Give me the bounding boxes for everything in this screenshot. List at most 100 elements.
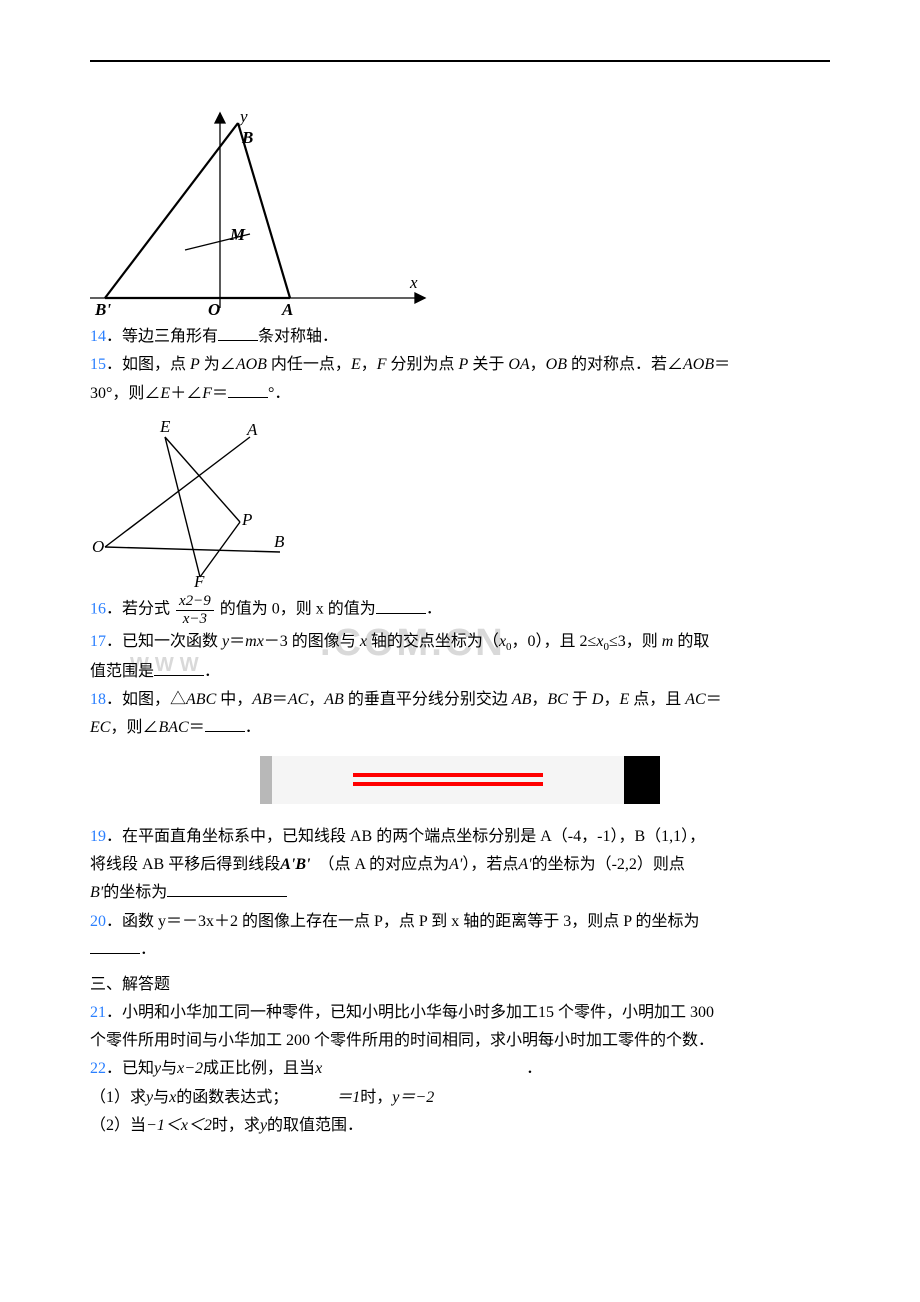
fig1-label-x: x	[409, 273, 418, 292]
fig1-label-B: B	[241, 128, 253, 147]
q15-l2a: 30°，则∠	[90, 385, 160, 402]
q18-AB2: AB	[324, 691, 344, 708]
q22-s1c: 的函数表达式；	[176, 1089, 288, 1106]
q15-l1f: 关于	[468, 356, 508, 373]
q18-BAC: BAC	[158, 719, 188, 736]
q17-l1c: －3 的图像与	[264, 633, 360, 650]
fig1-label-y: y	[238, 108, 248, 126]
q19-Ap2: A'	[518, 856, 531, 873]
q15-l1d: ，	[361, 356, 377, 373]
fig1-label-Bp: B'	[94, 300, 111, 318]
q22-s2b: −1＜x＜2	[146, 1117, 212, 1134]
q14-text-b: 条对称轴．	[258, 328, 338, 345]
q22-l1b: 与	[161, 1060, 177, 1077]
q15-AOB2: AOB	[683, 356, 714, 373]
q19-Bp: B'	[90, 884, 103, 901]
fig2-E: E	[159, 417, 171, 436]
figure-q18-redbar	[90, 756, 830, 804]
question-18-line1: 18．如图，△ABC 中，AB＝AC，AB 的垂直平分线分别交边 AB，BC 于…	[90, 687, 830, 713]
q19-Ap: A'	[449, 856, 462, 873]
q15-P: P	[190, 356, 200, 373]
question-21-line1: 21．小明和小华加工同一种零件，已知小明比小华每小时多加工15 个零件，小明加工…	[90, 1000, 830, 1026]
q18-l1b: 中，	[216, 691, 252, 708]
question-18-line2: EC，则∠BAC＝．	[90, 715, 830, 741]
q18-l1h: ，	[603, 691, 619, 708]
q17-l1f: ≤3，则	[609, 633, 662, 650]
question-22-line1: 22．已知y与x−2成正比例，且当x ．	[90, 1056, 830, 1082]
q17-l2e: ．	[204, 663, 220, 680]
q20-l2e: ．	[140, 941, 156, 958]
qnum-20: 20	[90, 913, 106, 930]
question-16: 16．若分式 x2−9 x−3 的值为 0，则 x 的值为．	[90, 593, 830, 627]
q22-x: x	[315, 1060, 322, 1077]
q22-s2c: 时，求	[212, 1117, 260, 1134]
q21-l1: ．小明和小华加工同一种零件，已知小明比小华每小时多加工15 个零件，小明加工 3…	[106, 1004, 714, 1021]
q15-l2c: ＝	[212, 385, 228, 402]
q17-l1b: ＝	[229, 633, 245, 650]
q19-ABp: A'B'	[280, 856, 310, 873]
section-header-3: 三、解答题	[90, 970, 830, 994]
q16-blank	[376, 598, 426, 614]
q18-l1g: 于	[568, 691, 592, 708]
q17-mx: mx	[245, 633, 264, 650]
fig2-F: F	[193, 572, 205, 587]
q15-l1g: ，	[530, 356, 546, 373]
figure-q15-angle: E A P O B F	[90, 417, 290, 587]
fig2-O: O	[92, 537, 104, 556]
q16-b: 的值为 0，则 x 的值为	[220, 601, 376, 618]
q15-l1c: 内任一点，	[267, 356, 351, 373]
question-22-sub2: （2）当−1＜x＜2时，求y的取值范围．	[90, 1113, 830, 1139]
q18-D: D	[592, 691, 604, 708]
q22-s2a: （2）当	[90, 1117, 146, 1134]
qnum-21: 21	[90, 1004, 106, 1021]
q22-fa: ＝1	[336, 1089, 360, 1106]
question-15-line2: 30°，则∠E＋∠F＝°．	[90, 381, 830, 407]
q15-l2d: °．	[268, 385, 290, 402]
q17-l1d: 轴的交点坐标为（	[367, 633, 499, 650]
qnum-14: 14	[90, 328, 106, 345]
q22-s1a: （1）求	[90, 1089, 146, 1106]
q17-l2: 值范围是	[90, 663, 154, 680]
q15-OB: OB	[546, 356, 567, 373]
q18-l1j: ＝	[706, 691, 722, 708]
q16-fraction: x2−9 x−3	[176, 593, 214, 627]
q22-s2d: 的取值范围．	[267, 1117, 363, 1134]
q18-l1f: ，	[531, 691, 547, 708]
q15-E2: E	[160, 385, 170, 402]
fig2-A: A	[246, 420, 258, 439]
qnum-19: 19	[90, 828, 106, 845]
q18-EC: EC	[90, 719, 110, 736]
q20-l1: ．函数 y＝－3x＋2 的图像上存在一点 P，点 P 到 x 轴的距离等于 3，…	[106, 913, 700, 930]
q15-l1h: 的对称点．若∠	[567, 356, 683, 373]
fig1-label-O: O	[208, 300, 220, 318]
question-15-line1: 15．如图，点 P 为∠AOB 内任一点，E，F 分别为点 P 关于 OA，OB…	[90, 352, 830, 378]
question-21-line2: 个零件所用时间与小华加工 200 个零件所用的时间相同，求小明每小时加工零件的个…	[90, 1028, 830, 1054]
q18-l2a: ，则∠	[110, 719, 158, 736]
q15-E: E	[351, 356, 361, 373]
q15-l1e: 分别为点	[387, 356, 459, 373]
fig2-P: P	[241, 510, 252, 529]
question-14: 14．等边三角形有 条对称轴．	[90, 324, 830, 350]
q19-l2b: （点 A 的对应点为	[318, 856, 449, 873]
fig1-label-M: M	[229, 225, 246, 244]
redbar-line-2	[353, 782, 543, 786]
q18-BC: BC	[547, 691, 567, 708]
qnum-22: 22	[90, 1060, 106, 1077]
q19-blank	[167, 881, 287, 897]
q18-l1a: ．如图，△	[106, 691, 186, 708]
q17-m: m	[662, 633, 674, 650]
q22-s1b: 与	[153, 1089, 169, 1106]
q18-AB: AB	[252, 691, 272, 708]
q15-l1b: 为∠	[200, 356, 236, 373]
redbar-body	[260, 756, 660, 804]
q14-text-a: ．等边三角形有	[106, 328, 218, 345]
q18-l2e: ．	[245, 719, 261, 736]
q17-x: x	[360, 633, 367, 650]
q16-a: ．若分式	[106, 601, 170, 618]
q17-l1e: ，0），且 2≤	[512, 633, 597, 650]
q19-l2c: ），若点	[462, 856, 518, 873]
redbar-line-1	[353, 773, 543, 777]
q16-frac-num: x2−9	[176, 593, 214, 611]
q15-OA: OA	[508, 356, 529, 373]
q17-l1g: 的取	[673, 633, 709, 650]
